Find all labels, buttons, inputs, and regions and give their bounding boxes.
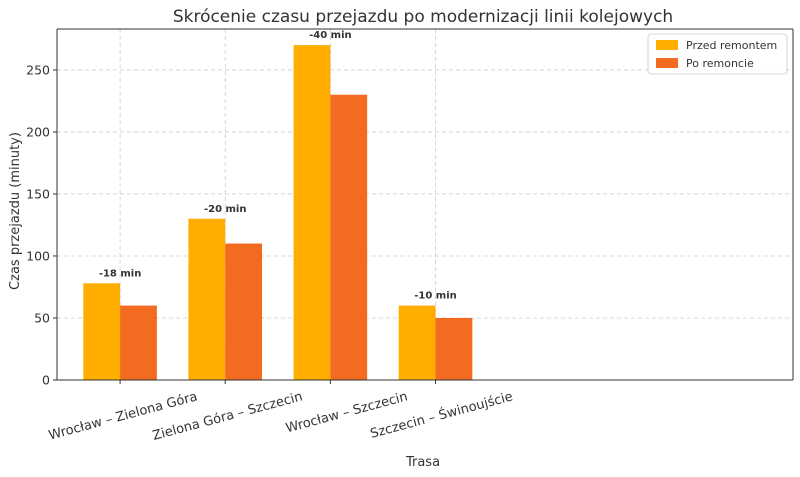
legend-label: Przed remontem bbox=[686, 39, 777, 52]
bar-przed-2 bbox=[293, 45, 331, 380]
axes bbox=[53, 28, 794, 384]
x-axis-title: Trasa bbox=[405, 455, 440, 470]
chart-title: Skrócenie czasu przejazdu po modernizacj… bbox=[173, 7, 673, 27]
legend-label: Po remoncie bbox=[686, 57, 754, 70]
bar-przed-1 bbox=[188, 218, 226, 380]
y-tick-label: 50 bbox=[34, 310, 50, 325]
legend: Przed remontem Po remoncie bbox=[647, 33, 788, 75]
bar-po-1 bbox=[225, 243, 263, 380]
y-tick-label: 250 bbox=[26, 62, 50, 77]
legend-swatch bbox=[656, 40, 678, 50]
bar-po-3 bbox=[435, 317, 473, 380]
y-tick-label: 0 bbox=[42, 373, 50, 388]
y-axis-title: Czas przejazdu (minuty) bbox=[8, 132, 23, 290]
y-tick-label: 200 bbox=[26, 124, 50, 139]
bar-po-0 bbox=[120, 305, 157, 380]
reduction-label: -20 min bbox=[204, 204, 247, 215]
reduction-label: -40 min bbox=[309, 30, 352, 41]
bar-po-2 bbox=[330, 94, 368, 380]
bars bbox=[83, 45, 473, 380]
bar-przed-3 bbox=[398, 305, 436, 380]
y-tick-label: 100 bbox=[26, 248, 50, 263]
bar-przed-0 bbox=[83, 283, 121, 380]
reduction-label: -18 min bbox=[99, 268, 142, 279]
legend-swatch bbox=[656, 58, 678, 68]
legend-box bbox=[647, 33, 788, 75]
reduction-label: -10 min bbox=[414, 291, 457, 302]
y-tick-label: 150 bbox=[26, 186, 50, 201]
